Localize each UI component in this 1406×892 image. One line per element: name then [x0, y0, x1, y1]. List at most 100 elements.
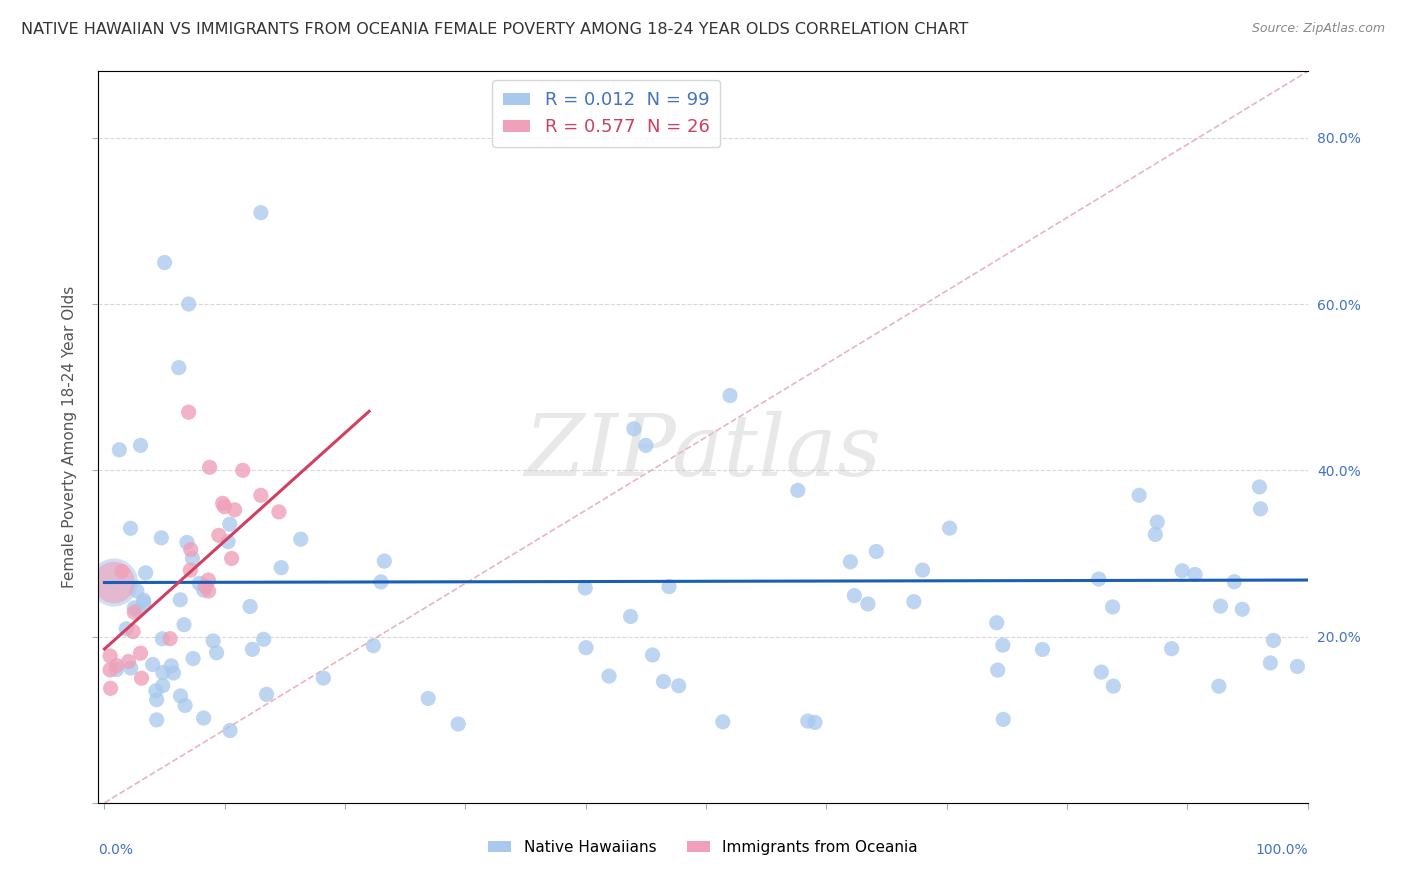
Point — [1208, 679, 1230, 693]
Point — [250, 205, 273, 219]
Point — [105, 658, 128, 673]
Point — [129, 438, 152, 452]
Point — [623, 422, 645, 436]
Point — [103, 575, 125, 590]
Point — [786, 483, 808, 498]
Point — [373, 554, 395, 568]
Point — [142, 657, 165, 672]
Point — [162, 665, 184, 680]
Point — [447, 717, 470, 731]
Point — [122, 624, 145, 639]
Point — [903, 595, 925, 609]
Point — [122, 605, 145, 619]
Point — [177, 297, 200, 311]
Point — [159, 632, 181, 646]
Point — [214, 500, 236, 514]
Point — [1260, 656, 1282, 670]
Point — [98, 648, 121, 663]
Point — [120, 521, 142, 535]
Point — [1102, 679, 1125, 693]
Point — [179, 563, 201, 577]
Point — [103, 575, 125, 590]
Point — [152, 679, 174, 693]
Point — [641, 648, 664, 662]
Point — [987, 663, 1010, 677]
Point — [221, 551, 243, 566]
Point — [312, 671, 335, 685]
Point — [169, 592, 191, 607]
Point — [1144, 527, 1167, 541]
Point — [1209, 599, 1232, 613]
Point — [1184, 567, 1206, 582]
Point — [1146, 515, 1168, 529]
Point — [634, 438, 657, 452]
Point — [856, 597, 879, 611]
Point — [152, 665, 174, 680]
Point — [122, 601, 145, 615]
Point — [208, 528, 231, 542]
Point — [986, 615, 1008, 630]
Text: Source: ZipAtlas.com: Source: ZipAtlas.com — [1251, 22, 1385, 36]
Point — [194, 579, 217, 593]
Point — [418, 691, 440, 706]
Point — [250, 488, 273, 502]
Point — [173, 617, 195, 632]
Point — [176, 535, 198, 549]
Point — [1087, 572, 1109, 586]
Point — [218, 517, 240, 532]
Point — [575, 640, 598, 655]
Point — [193, 583, 215, 598]
Point — [135, 566, 157, 580]
Point — [718, 388, 741, 402]
Point — [1090, 665, 1112, 679]
Point — [153, 255, 176, 269]
Point — [619, 609, 641, 624]
Point — [1249, 480, 1271, 494]
Point — [177, 405, 200, 419]
Point — [668, 679, 690, 693]
Point — [145, 692, 167, 706]
Point — [598, 669, 620, 683]
Point — [181, 551, 204, 566]
Point — [574, 581, 596, 595]
Point — [991, 638, 1014, 652]
Point — [658, 580, 681, 594]
Point — [180, 542, 202, 557]
Point — [1160, 641, 1182, 656]
Point — [127, 603, 149, 617]
Point — [1101, 599, 1123, 614]
Point — [125, 583, 148, 598]
Point — [256, 687, 278, 701]
Point — [115, 622, 138, 636]
Text: 0.0%: 0.0% — [98, 843, 134, 857]
Point — [1031, 642, 1053, 657]
Point — [150, 632, 173, 646]
Point — [363, 639, 385, 653]
Point — [111, 565, 134, 579]
Point — [844, 589, 866, 603]
Text: 100.0%: 100.0% — [1256, 843, 1308, 857]
Point — [150, 531, 173, 545]
Point — [1263, 633, 1285, 648]
Point — [1171, 564, 1194, 578]
Point — [131, 671, 153, 685]
Point — [181, 651, 204, 665]
Legend: Native Hawaiians, Immigrants from Oceania: Native Hawaiians, Immigrants from Oceani… — [482, 834, 924, 861]
Point — [188, 576, 211, 591]
Point — [98, 663, 121, 677]
Point — [1232, 602, 1254, 616]
Point — [174, 698, 197, 713]
Point — [197, 584, 219, 599]
Point — [804, 715, 827, 730]
Point — [120, 661, 142, 675]
Point — [129, 646, 152, 660]
Point — [219, 723, 242, 738]
Point — [217, 534, 239, 549]
Point — [198, 460, 221, 475]
Point — [242, 642, 264, 657]
Point — [1249, 501, 1271, 516]
Point — [169, 689, 191, 703]
Y-axis label: Female Poverty Among 18-24 Year Olds: Female Poverty Among 18-24 Year Olds — [62, 286, 77, 588]
Point — [1223, 574, 1246, 589]
Point — [993, 712, 1015, 726]
